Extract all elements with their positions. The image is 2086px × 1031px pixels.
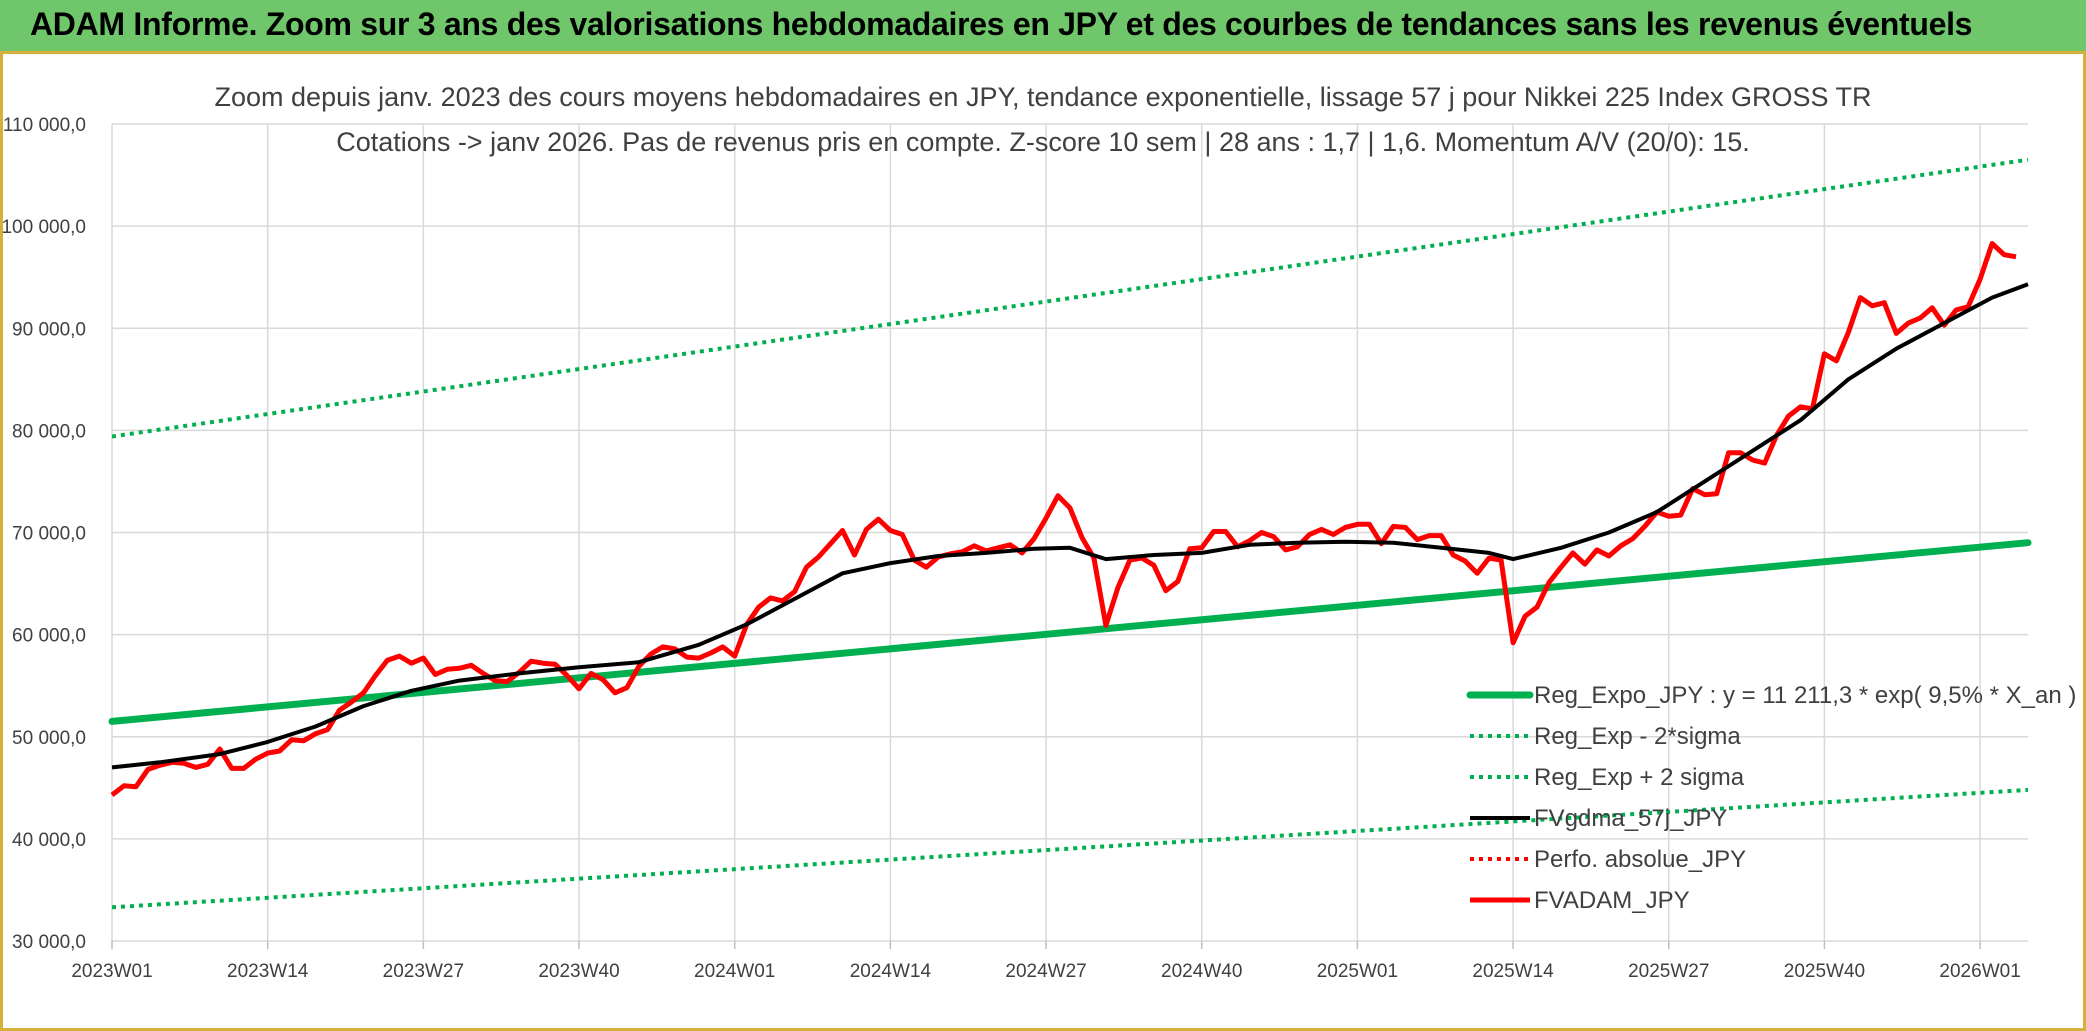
legend-label: Perfo. absolue_JPY — [1534, 846, 1746, 873]
x-tick-label: 2025W27 — [1628, 961, 1709, 982]
y-tick-label: 80 000,0 — [12, 421, 86, 442]
x-tick-label: 2023W01 — [71, 961, 152, 982]
legend-label: FVADAM_JPY — [1534, 887, 1690, 914]
x-tick-label: 2026W01 — [1939, 961, 2020, 982]
series-line-fvadam_jpy — [110, 241, 2017, 797]
series-line-fvgdma_57j_jpy — [111, 282, 2029, 770]
y-tick-label: 30 000,0 — [12, 932, 86, 953]
x-tick-label: 2023W14 — [227, 961, 309, 982]
x-tick-label: 2024W40 — [1161, 961, 1242, 982]
y-tick-label: 110 000,0 — [3, 115, 86, 136]
y-tick-label: 60 000,0 — [12, 626, 86, 647]
x-tick-label: 2025W40 — [1784, 961, 1865, 982]
series-line-reg_expo_jpy — [108, 539, 2032, 725]
legend-label: Reg_Exp + 2 sigma — [1534, 764, 1745, 791]
y-tick-label: 100 000,0 — [1, 217, 86, 238]
y-tick-label: 40 000,0 — [12, 830, 86, 851]
y-tick-label: 70 000,0 — [12, 524, 86, 545]
report-title: ADAM Informe. Zoom sur 3 ans des valoris… — [30, 6, 1973, 42]
x-tick-label: 2024W01 — [694, 961, 775, 982]
x-tick-label: 2025W14 — [1472, 961, 1554, 982]
legend-label: Reg_Exp - 2*sigma — [1534, 723, 1741, 750]
chart-subtitle: Cotations -> janv 2026. Pas de revenus p… — [336, 127, 1750, 157]
report-banner: ADAM Informe. Zoom sur 3 ans des valoris… — [0, 0, 2086, 54]
x-tick-label: 2023W27 — [383, 961, 464, 982]
legend-label: Reg_Expo_JPY : y = 11 211,3 * exp( 9,5% … — [1534, 682, 2076, 709]
x-tick-label: 2024W14 — [850, 961, 932, 982]
x-tick-label: 2025W01 — [1317, 961, 1398, 982]
x-tick-label: 2024W27 — [1005, 961, 1086, 982]
x-tick-label: 2023W40 — [538, 961, 619, 982]
legend-label: FVgdma_57j_JPY — [1534, 805, 1727, 832]
series-line-reg_exp — [111, 157, 2029, 439]
chart-title: Zoom depuis janv. 2023 des cours moyens … — [214, 82, 1872, 112]
y-tick-label: 50 000,0 — [12, 728, 86, 749]
y-tick-label: 90 000,0 — [12, 319, 86, 340]
